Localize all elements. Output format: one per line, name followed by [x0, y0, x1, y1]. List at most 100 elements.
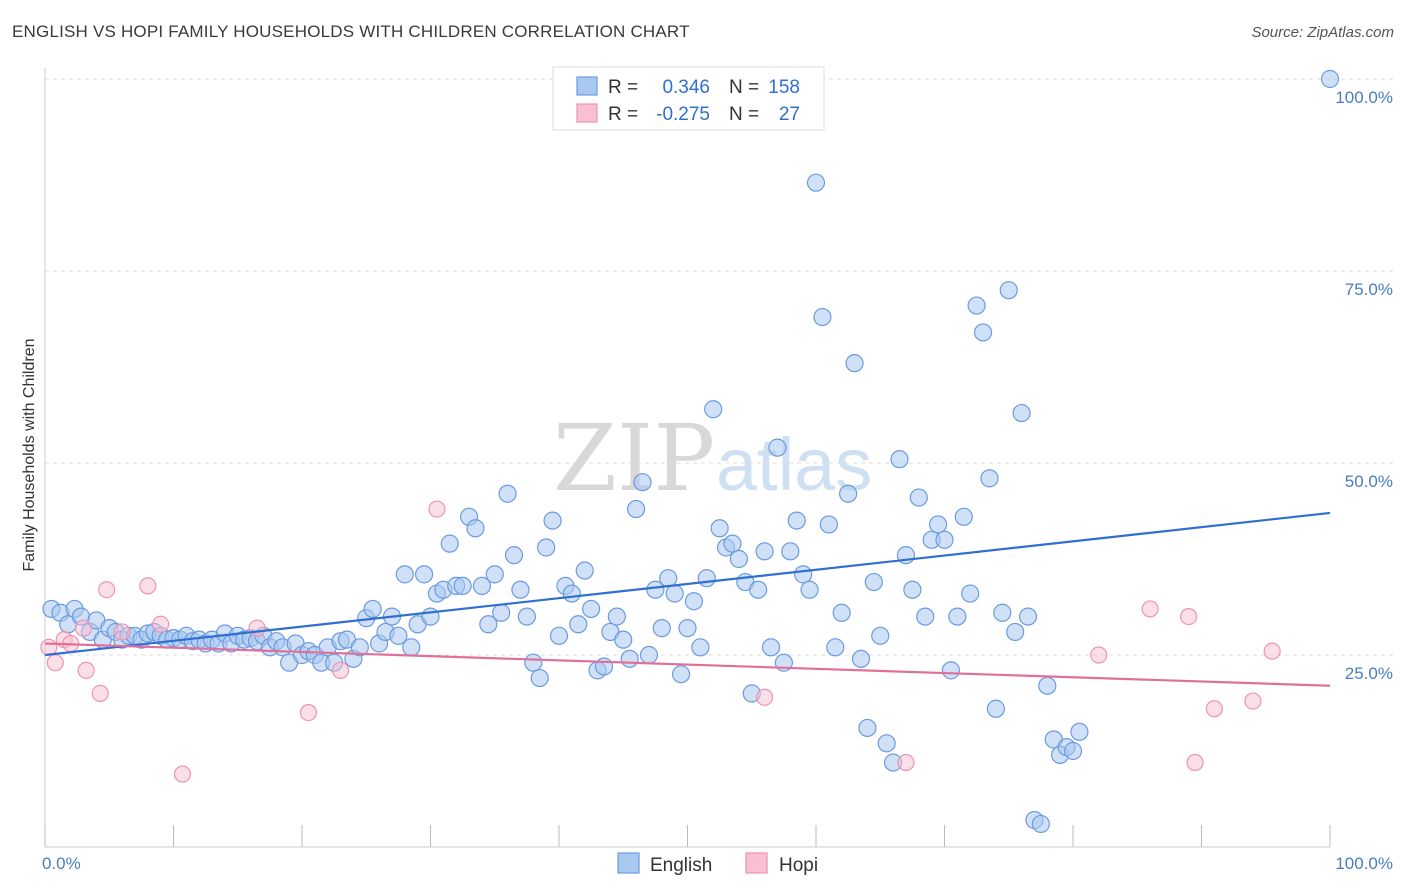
english-point [1006, 622, 1025, 642]
hopi-point [77, 661, 95, 679]
english-point [749, 580, 768, 599]
hopi-point [98, 581, 116, 599]
hopi-point [1180, 607, 1198, 626]
english-point [1012, 403, 1031, 423]
english-point [492, 603, 511, 622]
english-point [909, 488, 928, 507]
x-tick-label-max: 100.0% [1335, 854, 1393, 873]
grid-lines [45, 78, 1395, 656]
english-point [986, 699, 1006, 718]
tick-labels: 25.0% 50.0% 75.0% 100.0% 0.0% 100.0% [42, 88, 1393, 873]
hopi-point [46, 654, 64, 672]
english-point [549, 626, 569, 645]
english-point [646, 580, 665, 599]
english-point [826, 638, 845, 657]
english-point [1031, 814, 1050, 834]
english-point [543, 511, 562, 530]
legend-english-n-label: N = [729, 77, 759, 98]
english-point [652, 619, 671, 638]
english-point [389, 626, 408, 645]
series-english-points [42, 69, 1340, 834]
english-point [479, 615, 498, 634]
english-point [999, 281, 1018, 300]
english-point [562, 584, 581, 603]
bottom-legend-hopi-label: Hopi [779, 855, 818, 876]
english-point [851, 649, 871, 668]
english-point [530, 668, 549, 688]
english-point [935, 530, 954, 549]
english-point [537, 538, 556, 557]
english-point [948, 607, 967, 626]
english-point [614, 630, 633, 649]
english-point [954, 507, 973, 526]
english-point [832, 603, 851, 622]
english-point [1038, 676, 1057, 695]
english-point [524, 653, 543, 672]
x-tick-label-min: 0.0% [42, 854, 81, 873]
english-point [453, 576, 472, 595]
hopi-point [1205, 700, 1223, 718]
hopi-point [299, 703, 318, 722]
english-point [961, 584, 980, 603]
hopi-point [1141, 600, 1159, 618]
english-point [575, 561, 594, 580]
english-point [582, 599, 601, 619]
english-point [973, 323, 993, 342]
hopi-point [113, 623, 131, 641]
english-point [691, 638, 710, 657]
english-point [504, 546, 524, 565]
english-point [678, 619, 697, 638]
english-point [710, 519, 729, 538]
bottom-legend-english-swatch [617, 852, 640, 874]
english-point [498, 484, 517, 503]
english-point [633, 473, 652, 492]
y-tick-label: 50.0% [1345, 472, 1393, 491]
legend-english-r-value: 0.346 [662, 77, 710, 98]
bottom-legend: English Hopi [617, 852, 818, 876]
english-point [993, 603, 1012, 622]
english-point [402, 638, 421, 657]
english-point [729, 549, 749, 569]
legend-hopi-n-value: 27 [779, 104, 800, 125]
legend-hopi-n-label: N = [729, 104, 759, 125]
english-point [511, 580, 530, 599]
english-point [941, 661, 961, 680]
english-point [787, 511, 806, 530]
english-point [781, 542, 800, 561]
english-point [440, 534, 459, 553]
hopi-point [139, 577, 157, 595]
series-hopi-points [40, 500, 1281, 783]
english-point [620, 649, 639, 668]
hopi-point [755, 688, 774, 706]
hopi-point [331, 661, 350, 679]
english-point [806, 173, 826, 192]
english-point [704, 400, 723, 419]
english-point [761, 638, 781, 657]
hopi-point [1263, 642, 1281, 660]
english-point [569, 615, 588, 634]
english-point [659, 569, 678, 588]
english-point [639, 645, 659, 665]
english-point [350, 638, 369, 657]
english-point [485, 565, 504, 584]
english-point [607, 607, 626, 626]
english-trend-line [44, 511, 1331, 657]
legend-english-r-label: R = [608, 77, 638, 98]
y-tick-label: 100.0% [1335, 88, 1393, 107]
hopi-point [897, 753, 915, 772]
legend-hopi-swatch [576, 103, 598, 123]
hopi-point [152, 615, 170, 633]
source-label: Source: ZipAtlas.com [1251, 24, 1394, 41]
english-point [800, 580, 819, 599]
hopi-point [428, 500, 446, 518]
legend-hopi-r-value: -0.275 [656, 104, 710, 125]
axes [44, 68, 1331, 848]
english-point [626, 499, 646, 519]
english-point [839, 484, 858, 503]
english-point [363, 599, 382, 619]
english-point [864, 572, 883, 592]
legend-hopi-r-label: R = [608, 104, 638, 125]
english-point [768, 438, 787, 457]
english-point [472, 576, 491, 595]
